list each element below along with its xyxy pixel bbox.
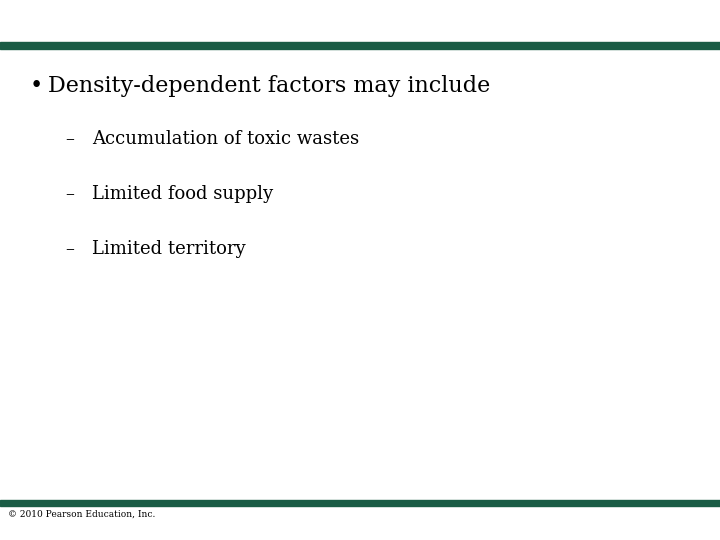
Text: © 2010 Pearson Education, Inc.: © 2010 Pearson Education, Inc. [8, 510, 156, 519]
Bar [0, 500, 720, 506]
Text: Accumulation of toxic wastes: Accumulation of toxic wastes [92, 130, 359, 148]
Text: –: – [65, 130, 74, 148]
Text: Density-dependent factors may include: Density-dependent factors may include [48, 75, 490, 97]
Text: Limited territory: Limited territory [92, 240, 246, 258]
Text: –: – [65, 240, 74, 258]
Bar [0, 42, 720, 49]
Text: •: • [30, 75, 43, 97]
Text: –: – [65, 185, 74, 203]
Text: Limited food supply: Limited food supply [92, 185, 273, 203]
